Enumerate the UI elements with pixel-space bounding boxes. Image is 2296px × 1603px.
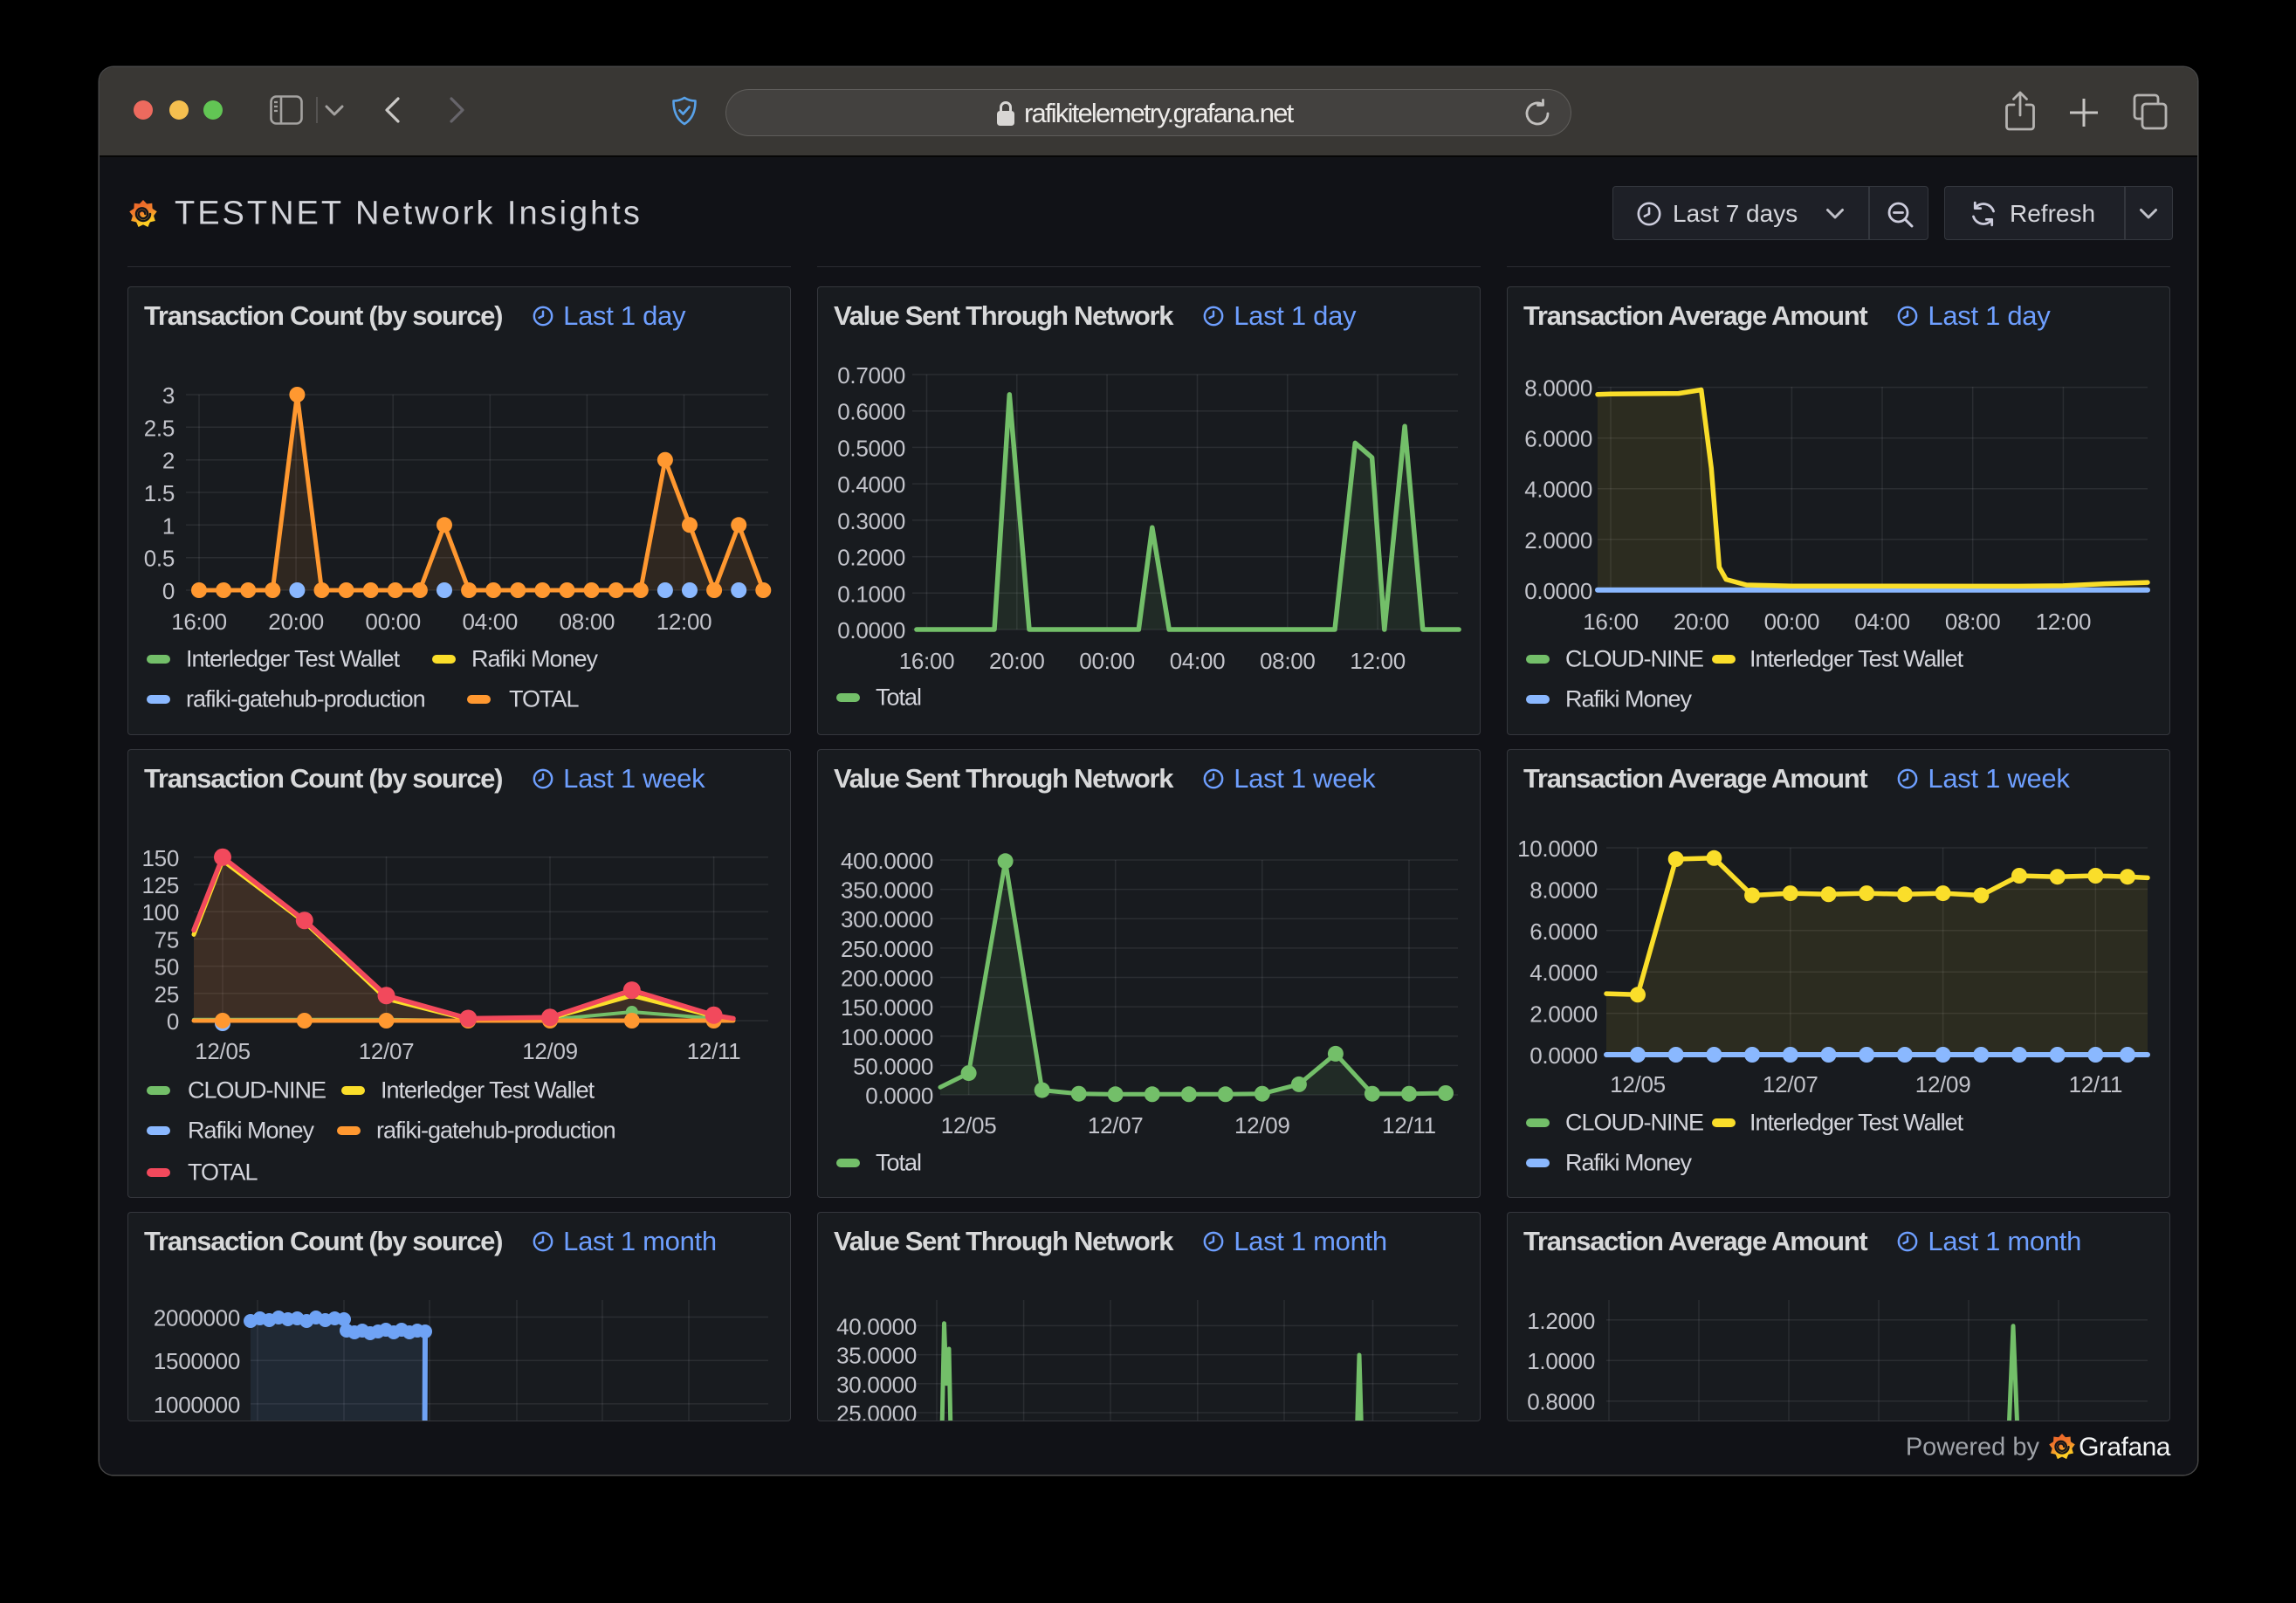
svg-text:4.0000: 4.0000 — [1524, 477, 1592, 503]
svg-text:0.4000: 0.4000 — [837, 471, 905, 498]
svg-text:16:00: 16:00 — [1583, 609, 1639, 635]
svg-text:2.0000: 2.0000 — [1530, 1001, 1598, 1028]
svg-text:0.7000: 0.7000 — [837, 362, 905, 389]
svg-text:50: 50 — [155, 954, 179, 980]
svg-text:0: 0 — [167, 1008, 179, 1035]
svg-text:2000000: 2000000 — [154, 1305, 240, 1331]
svg-text:25.0000: 25.0000 — [836, 1400, 917, 1421]
svg-text:300.0000: 300.0000 — [841, 906, 933, 932]
svg-text:200.0000: 200.0000 — [841, 966, 933, 992]
svg-text:0.6000: 0.6000 — [837, 399, 905, 425]
svg-text:1: 1 — [162, 513, 175, 539]
svg-text:0: 0 — [162, 578, 175, 604]
svg-text:0.0000: 0.0000 — [837, 617, 905, 643]
svg-text:04:00: 04:00 — [1854, 609, 1910, 635]
svg-text:3: 3 — [162, 382, 175, 409]
svg-text:00:00: 00:00 — [1764, 609, 1820, 635]
svg-text:6.0000: 6.0000 — [1524, 426, 1592, 452]
svg-text:12/05: 12/05 — [1610, 1071, 1666, 1097]
svg-text:04:00: 04:00 — [1170, 648, 1226, 674]
svg-text:10.0000: 10.0000 — [1517, 836, 1598, 862]
svg-text:12/11: 12/11 — [687, 1038, 741, 1064]
svg-text:8.0000: 8.0000 — [1530, 877, 1598, 903]
svg-text:6.0000: 6.0000 — [1530, 918, 1598, 945]
svg-text:0.0000: 0.0000 — [1530, 1042, 1598, 1069]
svg-text:150: 150 — [142, 845, 179, 871]
svg-text:0.0000: 0.0000 — [865, 1083, 933, 1109]
svg-text:12/07: 12/07 — [1088, 1112, 1144, 1139]
svg-text:0.5000: 0.5000 — [837, 435, 905, 461]
svg-text:12:00: 12:00 — [2036, 609, 2092, 635]
svg-text:50.0000: 50.0000 — [853, 1053, 933, 1079]
svg-text:40.0000: 40.0000 — [836, 1313, 917, 1339]
svg-text:16:00: 16:00 — [171, 609, 227, 635]
svg-text:12/07: 12/07 — [359, 1038, 415, 1064]
svg-text:75: 75 — [155, 926, 179, 953]
svg-text:0.0000: 0.0000 — [1524, 578, 1592, 604]
svg-text:2: 2 — [162, 448, 175, 474]
svg-text:125: 125 — [142, 872, 179, 898]
svg-text:08:00: 08:00 — [1945, 609, 2001, 635]
svg-text:20:00: 20:00 — [989, 648, 1045, 674]
svg-text:1.5: 1.5 — [144, 480, 175, 506]
svg-text:1.0000: 1.0000 — [1527, 1348, 1595, 1374]
svg-text:00:00: 00:00 — [1079, 648, 1135, 674]
svg-text:350.0000: 350.0000 — [841, 877, 933, 904]
svg-text:12/05: 12/05 — [941, 1112, 997, 1139]
svg-text:30.0000: 30.0000 — [836, 1372, 917, 1398]
svg-text:100.0000: 100.0000 — [841, 1024, 933, 1050]
svg-text:1500000: 1500000 — [154, 1348, 240, 1374]
svg-text:08:00: 08:00 — [1260, 648, 1316, 674]
svg-text:0.5: 0.5 — [144, 546, 175, 572]
svg-text:2.5: 2.5 — [144, 415, 175, 441]
svg-text:400.0000: 400.0000 — [841, 848, 933, 874]
svg-text:0.3000: 0.3000 — [837, 508, 905, 534]
svg-text:25: 25 — [155, 981, 179, 1008]
svg-text:12/09: 12/09 — [522, 1038, 578, 1064]
svg-text:1000000: 1000000 — [154, 1392, 240, 1418]
svg-text:12:00: 12:00 — [1350, 648, 1406, 674]
svg-text:2.0000: 2.0000 — [1524, 527, 1592, 554]
svg-text:16:00: 16:00 — [899, 648, 955, 674]
svg-text:250.0000: 250.0000 — [841, 936, 933, 962]
svg-text:0.1000: 0.1000 — [837, 581, 905, 607]
svg-text:04:00: 04:00 — [463, 609, 519, 635]
svg-text:20:00: 20:00 — [1674, 609, 1729, 635]
svg-text:0.8000: 0.8000 — [1527, 1389, 1595, 1415]
svg-text:4.0000: 4.0000 — [1530, 960, 1598, 986]
svg-text:00:00: 00:00 — [365, 609, 421, 635]
svg-text:1.2000: 1.2000 — [1527, 1308, 1595, 1334]
svg-text:150.0000: 150.0000 — [841, 994, 933, 1021]
svg-text:35.0000: 35.0000 — [836, 1343, 917, 1369]
svg-text:8.0000: 8.0000 — [1524, 375, 1592, 402]
svg-text:12/11: 12/11 — [2069, 1071, 2123, 1097]
svg-text:12/09: 12/09 — [1234, 1112, 1290, 1139]
svg-text:0.2000: 0.2000 — [837, 545, 905, 571]
svg-text:100: 100 — [142, 899, 179, 925]
svg-text:12/07: 12/07 — [1763, 1071, 1818, 1097]
svg-text:08:00: 08:00 — [560, 609, 615, 635]
svg-text:12/05: 12/05 — [195, 1038, 251, 1064]
svg-text:12/11: 12/11 — [1382, 1112, 1436, 1139]
svg-text:12:00: 12:00 — [656, 609, 712, 635]
svg-text:20:00: 20:00 — [268, 609, 324, 635]
svg-text:12/09: 12/09 — [1915, 1071, 1971, 1097]
